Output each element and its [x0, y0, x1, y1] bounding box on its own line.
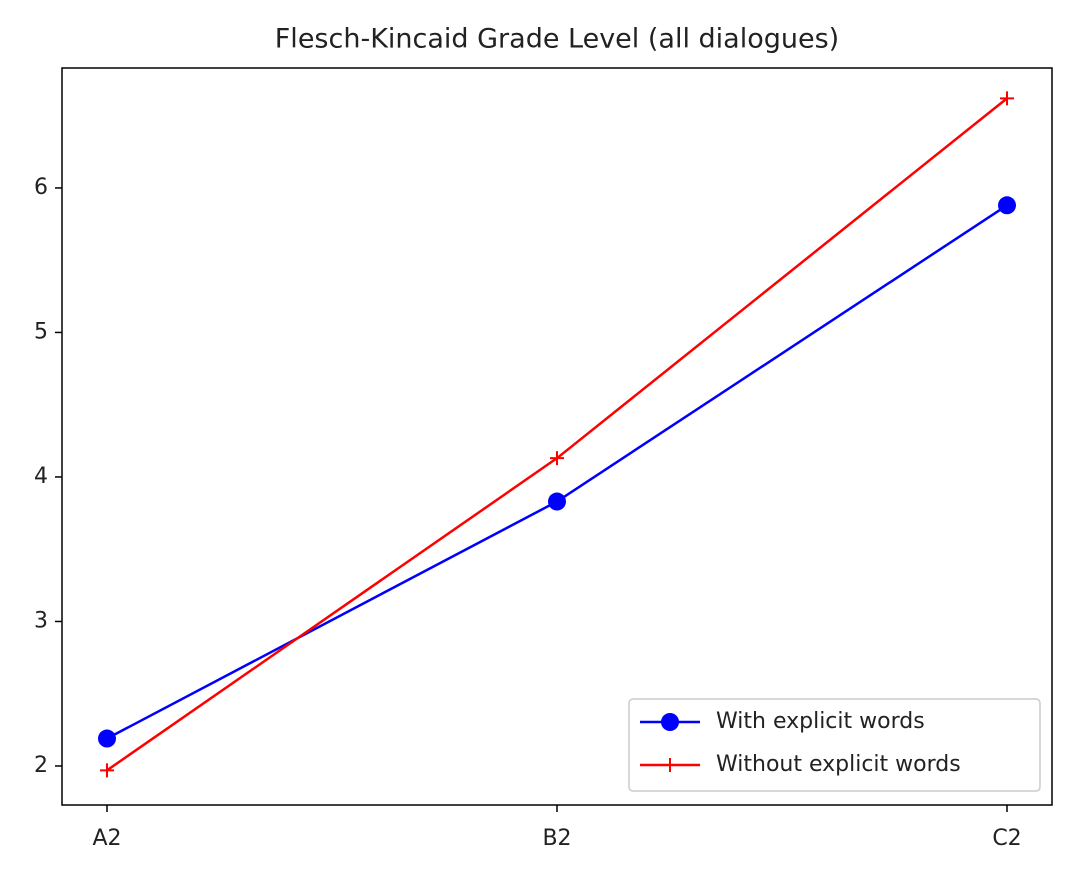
y-tick-label: 2 [34, 753, 48, 778]
chart-title: Flesch-Kincaid Grade Level (all dialogue… [275, 24, 839, 55]
x-tick-label: B2 [542, 826, 571, 851]
point [98, 729, 116, 748]
plot-frame [61, 67, 1053, 806]
y-tick-label: 3 [34, 608, 48, 633]
legend-label: With explicit words [716, 709, 925, 734]
point [100, 763, 114, 778]
point [998, 196, 1016, 215]
y-tick-label: 6 [34, 175, 48, 200]
legend-label: Without explicit words [716, 752, 961, 777]
x-tick-label: A2 [92, 826, 121, 851]
x-tick-label: C2 [992, 826, 1021, 851]
point [1000, 91, 1014, 106]
series-line [106, 204, 1008, 740]
y-tick-label: 5 [34, 319, 48, 344]
series-line [106, 97, 1008, 772]
legend-box [628, 698, 1041, 792]
point [548, 492, 566, 511]
legend-marker [663, 758, 677, 772]
point [550, 451, 564, 466]
y-tick-label: 4 [34, 464, 48, 489]
legend-marker [661, 713, 679, 731]
